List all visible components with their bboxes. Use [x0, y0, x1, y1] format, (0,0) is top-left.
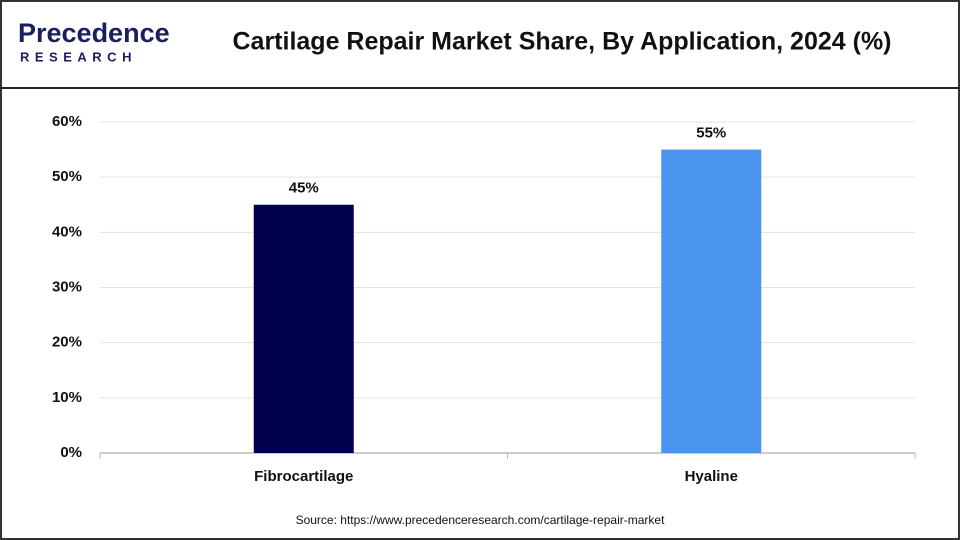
x-tick-label: Hyaline — [685, 468, 738, 485]
y-tick-label: 0% — [60, 444, 82, 461]
y-tick-label: 50% — [52, 168, 82, 185]
y-tick-label: 60% — [52, 113, 82, 130]
y-tick-label: 40% — [52, 223, 82, 240]
x-tick-label: Fibrocartilage — [254, 468, 353, 485]
bar — [253, 204, 354, 453]
source: Source: https://www.precedenceresearch.c… — [296, 513, 665, 527]
y-tick-label: 10% — [52, 389, 82, 406]
value-label: 55% — [696, 125, 726, 142]
logo-tagline: RESEARCH — [20, 49, 137, 64]
bar — [661, 149, 762, 454]
y-tick-label: 30% — [52, 278, 82, 295]
y-tick-label: 20% — [52, 334, 82, 351]
logo-name: Precedence — [18, 18, 170, 48]
value-label: 45% — [289, 180, 319, 197]
chart-title: Cartilage Repair Market Share, By Applic… — [232, 28, 891, 56]
